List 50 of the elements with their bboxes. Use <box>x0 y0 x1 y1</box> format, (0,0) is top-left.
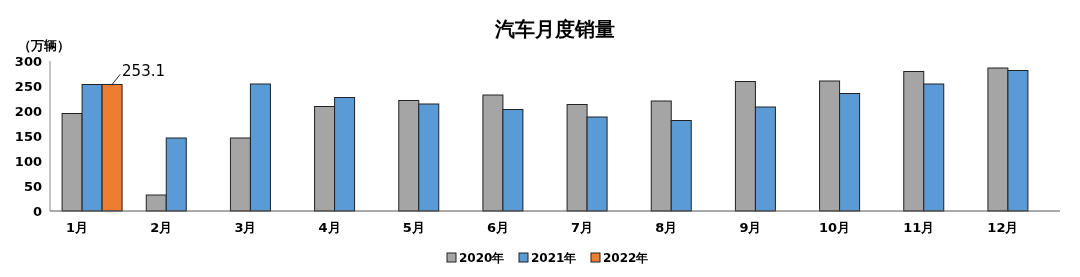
x-tick-label: 4月 <box>318 220 341 235</box>
bar <box>734 81 756 212</box>
bar <box>418 103 440 212</box>
bar <box>987 67 1009 212</box>
y-tick-label: 0 <box>32 204 42 219</box>
bar <box>819 80 841 212</box>
x-tick-label: 2月 <box>150 220 173 235</box>
bar <box>670 120 692 212</box>
bar <box>334 97 356 212</box>
y-tick-label: 300 <box>14 54 42 69</box>
y-tick-label: 250 <box>14 79 42 94</box>
bar <box>398 100 420 212</box>
bar <box>249 83 271 212</box>
bar <box>482 94 504 212</box>
x-tick-label: 7月 <box>571 220 594 235</box>
bar <box>81 84 103 212</box>
bar <box>1007 70 1029 212</box>
bar <box>145 194 167 212</box>
y-tick-label: 50 <box>23 179 42 194</box>
bar <box>923 83 945 212</box>
x-tick-label: 9月 <box>739 220 762 235</box>
bar <box>314 106 336 212</box>
x-tick-label: 12月 <box>987 220 1019 235</box>
data-label: 253.1 <box>122 62 166 81</box>
y-tick-label: 200 <box>14 104 42 119</box>
bar <box>101 83 123 212</box>
legend-label: 2022年 <box>603 251 649 265</box>
y-tick-label: 100 <box>14 154 42 169</box>
bar <box>586 116 608 212</box>
bar <box>566 104 588 212</box>
bar <box>502 109 524 212</box>
x-tick-label: 1月 <box>66 220 89 235</box>
x-tick-label: 6月 <box>486 220 509 235</box>
bar <box>839 93 861 212</box>
x-tick-label: 11月 <box>903 220 935 235</box>
legend-label: 2020年 <box>459 251 505 265</box>
x-tick-label: 3月 <box>234 220 257 235</box>
bar <box>165 137 187 212</box>
bar <box>61 113 83 212</box>
bar <box>903 71 925 212</box>
x-tick-label: 5月 <box>402 220 425 235</box>
bar <box>650 100 672 212</box>
chart-title: 汽车月度销量 <box>494 17 615 41</box>
y-axis-title: （万辆） <box>18 38 70 53</box>
x-tick-label: 10月 <box>819 220 851 235</box>
x-tick-label: 8月 <box>655 220 678 235</box>
legend-label: 2021年 <box>531 251 577 265</box>
bar <box>754 106 776 212</box>
y-tick-label: 150 <box>14 129 42 144</box>
bar <box>229 137 251 212</box>
